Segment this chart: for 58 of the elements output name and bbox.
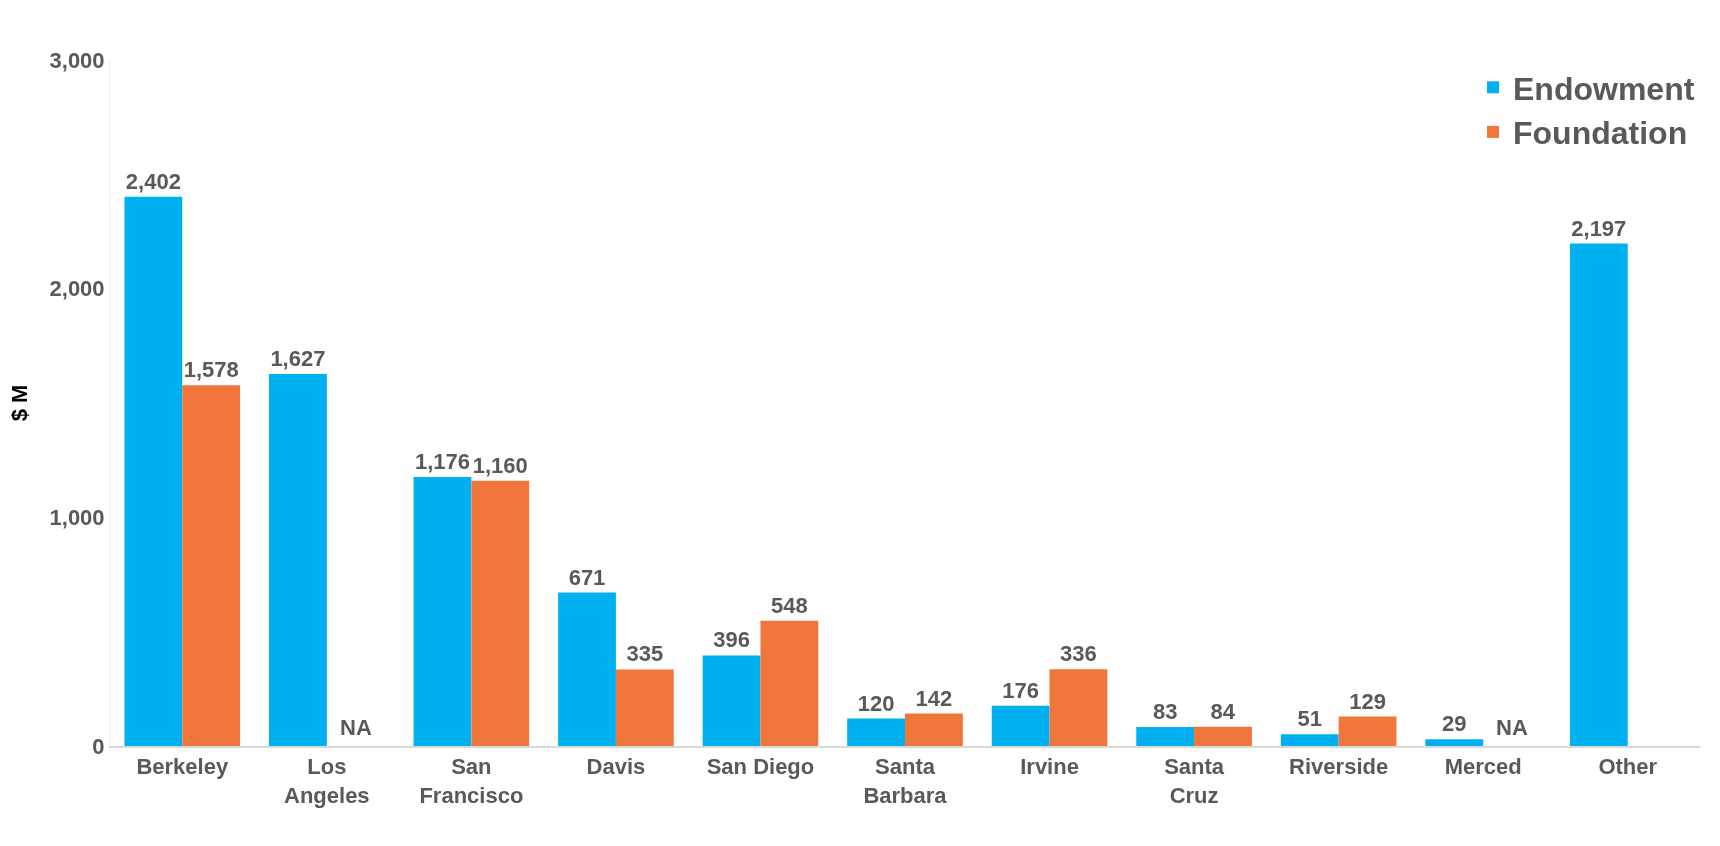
- data-label: 176: [1002, 677, 1039, 703]
- bar: [124, 196, 183, 746]
- bar: [269, 373, 327, 746]
- bar: [1049, 669, 1108, 746]
- bar: [760, 620, 819, 746]
- data-label: 1,176: [414, 449, 470, 475]
- x-tick-label: Riverside: [1289, 754, 1389, 780]
- bar: [1280, 734, 1339, 746]
- data-label: 1,627: [270, 345, 326, 371]
- x-tick-label: Santa Cruz: [1164, 754, 1225, 808]
- data-label: 1,578: [183, 357, 239, 383]
- bar: [413, 477, 472, 746]
- data-label: 120: [857, 690, 895, 716]
- bar: [182, 385, 241, 746]
- text: NA: [340, 715, 372, 740]
- data-label: 83: [1152, 699, 1178, 725]
- data-label: 29: [1442, 711, 1467, 737]
- y-axis-title: $ M: [7, 384, 33, 422]
- y-tick-label: 2,000: [49, 276, 105, 302]
- bar: [558, 592, 616, 746]
- bar: [905, 713, 963, 746]
- data-label: 396: [713, 627, 750, 653]
- x-tick-label: Santa Barbara: [863, 754, 948, 808]
- x-tick-label: Irvine: [1020, 754, 1079, 780]
- bar: [1569, 243, 1628, 746]
- x-tick-label: Other: [1598, 754, 1658, 780]
- legend-label: Endowment: [1513, 70, 1695, 107]
- bar: [471, 480, 530, 746]
- x-tick-label: San Francisco: [419, 754, 524, 808]
- y-tick-label: 3,000: [49, 47, 105, 73]
- data-label: 51: [1297, 706, 1322, 732]
- data-label: 2,402: [125, 168, 181, 194]
- data-label: 2,197: [1571, 215, 1627, 241]
- bar: [615, 669, 674, 746]
- bar: [702, 655, 761, 746]
- bar: [847, 718, 905, 746]
- y-tick-label: 1,000: [49, 505, 105, 531]
- data-label: 671: [568, 564, 606, 590]
- bar: [991, 705, 1050, 746]
- bar: [1338, 716, 1397, 746]
- y-tick-label: 0: [92, 733, 105, 759]
- bar: [1425, 739, 1484, 746]
- data-label: 84: [1210, 698, 1236, 724]
- data-label: 1,160: [472, 452, 528, 478]
- data-label: 129: [1349, 688, 1386, 714]
- x-tick-label: Berkeley: [136, 754, 229, 780]
- x-tick-label: Davis: [586, 754, 646, 780]
- x-tick-label: Los Angeles: [284, 754, 370, 808]
- data-label: 142: [915, 685, 953, 711]
- data-label: 335: [626, 641, 664, 667]
- bar: [1136, 727, 1195, 746]
- x-tick-label: Merced: [1444, 754, 1522, 780]
- data-label: 336: [1060, 641, 1097, 667]
- bar: [1194, 726, 1252, 746]
- x-tick-label: San Diego: [706, 754, 815, 780]
- text: NA: [1496, 715, 1528, 740]
- legend-label: Foundation: [1513, 115, 1688, 152]
- data-label: 548: [771, 592, 808, 618]
